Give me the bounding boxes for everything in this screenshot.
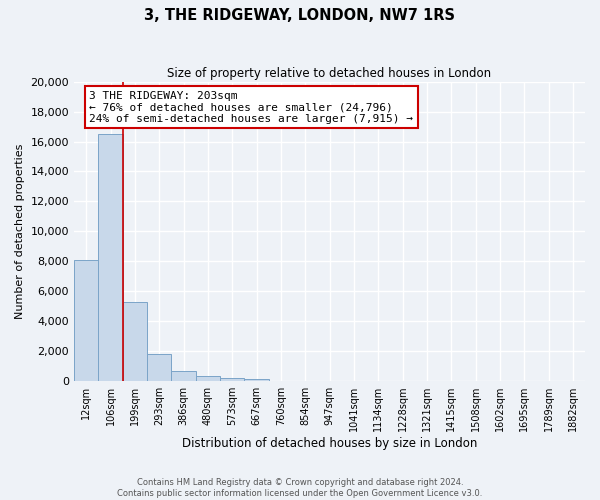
X-axis label: Distribution of detached houses by size in London: Distribution of detached houses by size … [182, 437, 477, 450]
Bar [123, 302, 147, 381]
Bar [196, 376, 220, 381]
Text: Contains HM Land Registry data © Crown copyright and database right 2024.
Contai: Contains HM Land Registry data © Crown c… [118, 478, 482, 498]
Bar [147, 354, 172, 381]
Bar [220, 378, 244, 381]
Bar [74, 260, 98, 381]
Title: Size of property relative to detached houses in London: Size of property relative to detached ho… [167, 68, 491, 80]
Bar [172, 372, 196, 381]
Bar [98, 134, 123, 381]
Text: 3, THE RIDGEWAY, LONDON, NW7 1RS: 3, THE RIDGEWAY, LONDON, NW7 1RS [145, 8, 455, 22]
Y-axis label: Number of detached properties: Number of detached properties [15, 144, 25, 319]
Bar [244, 379, 269, 381]
Text: 3 THE RIDGEWAY: 203sqm
← 76% of detached houses are smaller (24,796)
24% of semi: 3 THE RIDGEWAY: 203sqm ← 76% of detached… [89, 90, 413, 124]
